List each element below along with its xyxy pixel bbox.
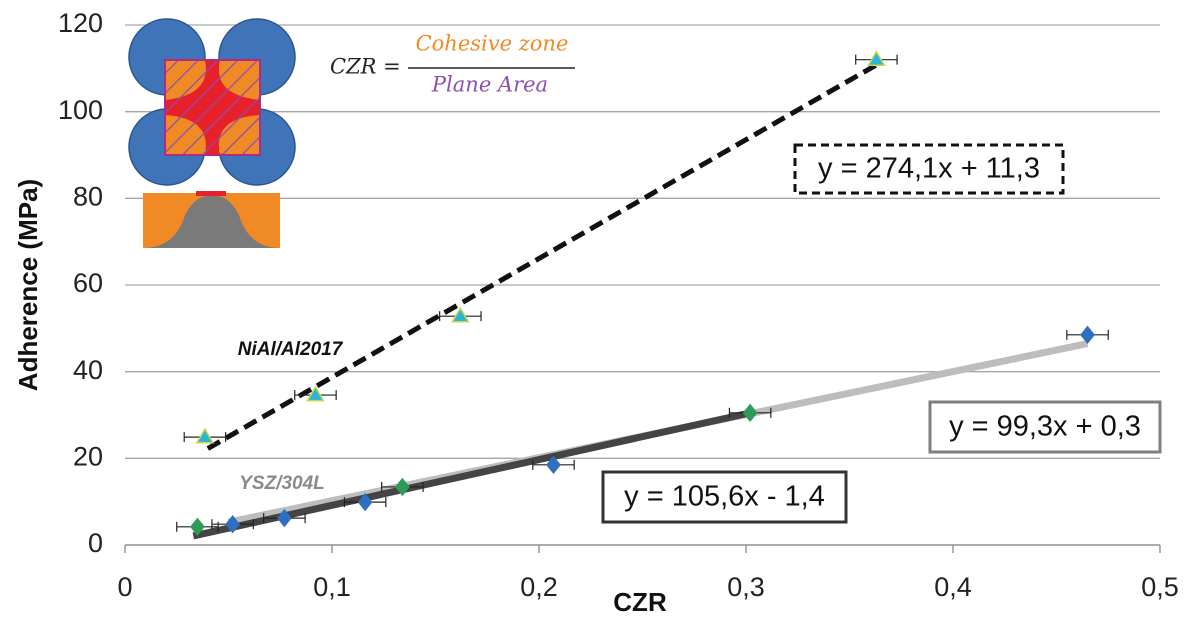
data-point: [546, 455, 561, 475]
data-point: [451, 306, 470, 323]
y-tick-label: 80: [73, 181, 103, 211]
y-tick-label: 0: [88, 528, 103, 558]
data-point: [277, 508, 292, 528]
data-point: [225, 514, 241, 534]
data-point: [395, 477, 410, 497]
equation-box: [928, 400, 1162, 454]
equation-label: y = 99,3x + 0,3: [949, 411, 1141, 443]
data-point: [306, 385, 325, 402]
x-tick-label: 0,4: [934, 572, 972, 602]
series-label: NiAl/Al2017: [238, 339, 344, 360]
inset-lhs: CZR =: [330, 55, 401, 79]
inset-numerator: Cohesive zone: [416, 32, 569, 56]
x-tick-label: 0: [117, 572, 132, 602]
y-tick-label: 40: [73, 355, 103, 385]
x-tick-label: 0,3: [727, 572, 765, 602]
data-point: [1080, 325, 1095, 345]
trend-line: [206, 60, 882, 451]
grid: [125, 24, 1160, 546]
data-point: [742, 403, 758, 423]
data-point: [190, 517, 205, 537]
y-tick-label: 120: [58, 8, 103, 38]
inset-denominator: Plane Area: [431, 73, 548, 97]
x-tick-label: 0,5: [1141, 572, 1179, 602]
data-point: [195, 427, 215, 444]
x-tick-label: 0,2: [520, 572, 558, 602]
y-axis-title: Adherence (MPa): [13, 179, 43, 391]
y-tick-label: 100: [58, 95, 103, 125]
x-axis-title: CZR: [613, 587, 667, 617]
series-label: YSZ/304L: [239, 473, 325, 494]
data-point: [357, 492, 373, 512]
x-tick-label: 0,1: [313, 572, 351, 602]
equation-label: y = 105,6x - 1,4: [624, 481, 825, 513]
equation-label: y = 274,1x + 11,3: [818, 153, 1040, 185]
equation-box: [601, 470, 848, 524]
data-point: [867, 50, 886, 67]
y-tick-label: 20: [73, 441, 103, 471]
y-tick-label: 60: [73, 268, 103, 298]
inset-diagram: CZR = Cohesive zone Plane Area: [128, 18, 575, 248]
equation-box: [793, 143, 1065, 195]
